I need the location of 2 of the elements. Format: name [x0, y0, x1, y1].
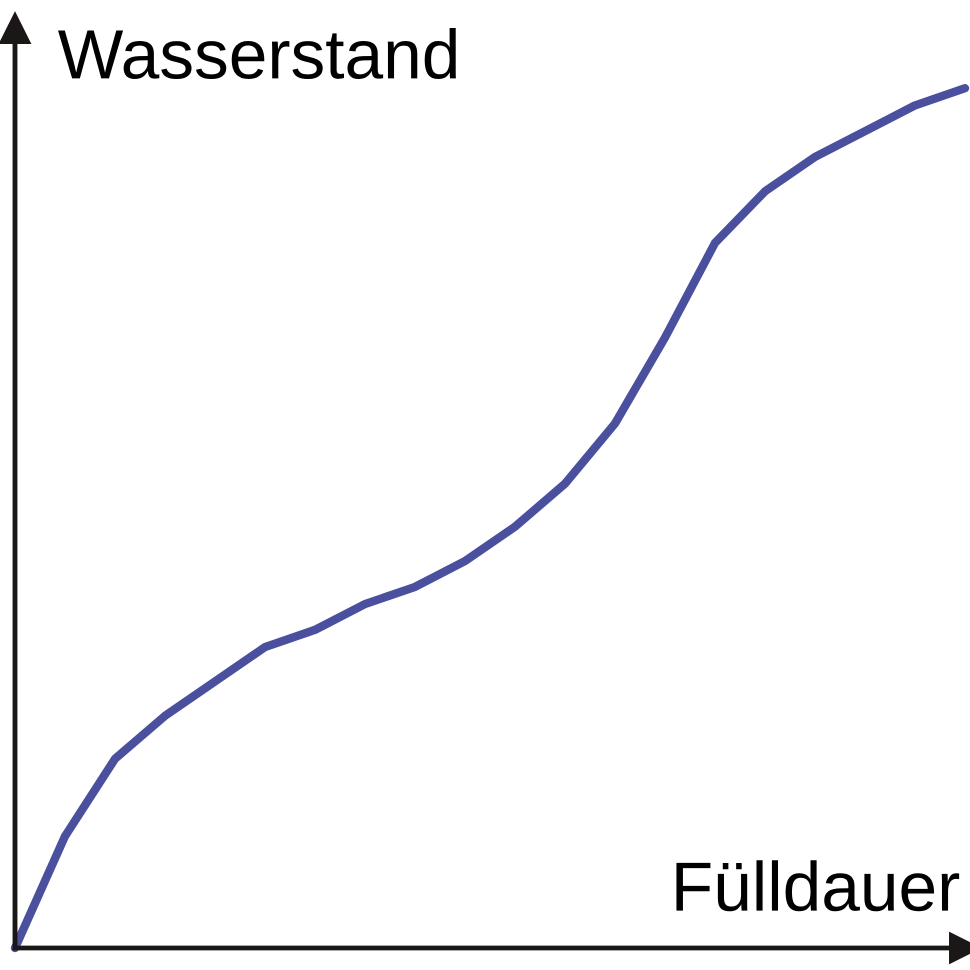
y-axis-title: Wasserstand [58, 28, 456, 80]
x-axis-title: Fülldauer [676, 860, 960, 912]
